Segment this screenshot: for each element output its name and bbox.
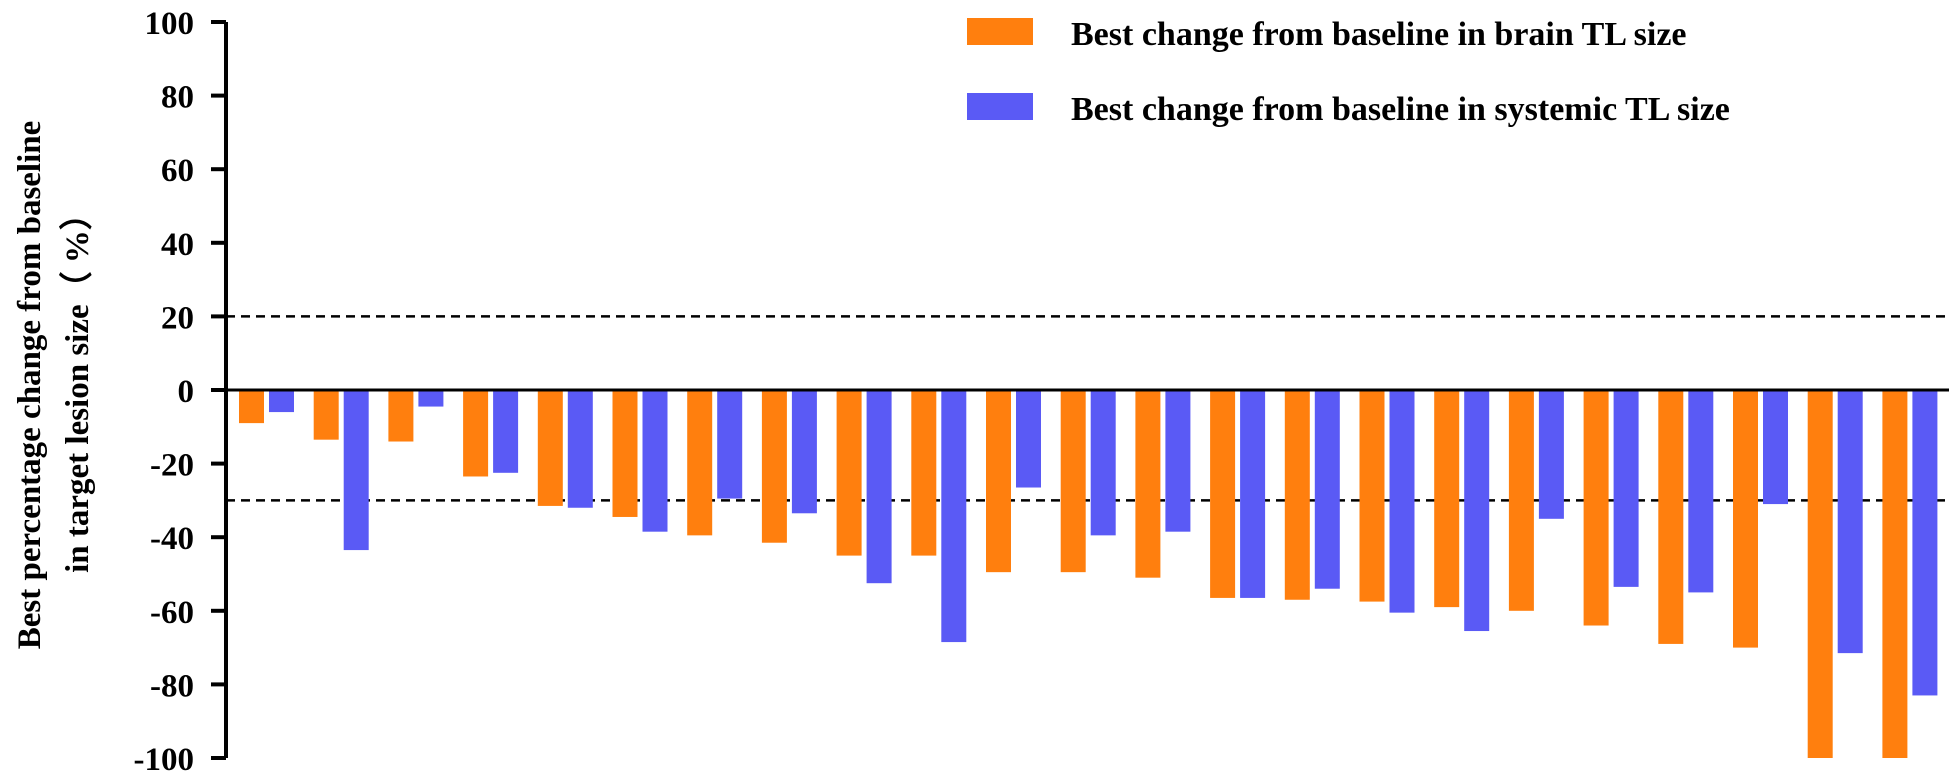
- systemic-bar: [1240, 390, 1266, 598]
- systemic-bar: [343, 390, 369, 551]
- brain-bar: [1135, 390, 1161, 578]
- brain-bar: [388, 390, 414, 442]
- systemic-bar: [717, 390, 743, 499]
- systemic-bar: [1314, 390, 1340, 589]
- systemic-bar: [1837, 390, 1863, 654]
- brain-bar: [537, 390, 563, 506]
- systemic-bar: [418, 390, 444, 407]
- systemic-bar: [493, 390, 519, 473]
- brain-bar: [1807, 390, 1833, 758]
- y-tick-label: -40: [150, 521, 194, 557]
- systemic-bar: [1165, 390, 1191, 532]
- y-tick-label: -20: [150, 448, 194, 484]
- systemic-bar: [1613, 390, 1639, 587]
- legend: Best change from baseline in brain TL si…: [967, 16, 1730, 128]
- brain-bar: [1508, 390, 1534, 611]
- brain-bar: [1060, 390, 1086, 573]
- reference-lines: [226, 315, 1949, 502]
- systemic-bar: [1763, 390, 1788, 505]
- y-tick-label: 0: [178, 374, 195, 410]
- brain-bar: [761, 390, 787, 543]
- systemic-bar: [642, 390, 668, 532]
- brain-bar: [1733, 390, 1758, 648]
- y-tick-label: 100: [145, 6, 195, 42]
- brain-bar: [612, 390, 638, 517]
- systemic-bar: [791, 390, 817, 514]
- y-tick-label: -60: [150, 595, 194, 631]
- brain-bar: [687, 390, 713, 536]
- y-tick-label: 40: [161, 227, 194, 263]
- brain-bar: [463, 390, 489, 477]
- systemic-bar: [1688, 390, 1714, 593]
- systemic-bar: [269, 390, 294, 413]
- brain-bar: [1658, 390, 1684, 644]
- brain-bar: [239, 390, 264, 424]
- systemic-bar: [941, 390, 967, 643]
- y-tick-label: 60: [161, 153, 194, 189]
- brain-bar: [1434, 390, 1460, 608]
- systemic-bar: [1389, 390, 1415, 613]
- brain-bar: [1359, 390, 1385, 602]
- brain-bar: [1583, 390, 1609, 626]
- y-axis-label-line-1: Best percentage change from baseline: [12, 121, 48, 650]
- brain-bar: [986, 390, 1011, 573]
- y-axis-label: Best percentage change from baseline in …: [12, 121, 96, 650]
- legend-label-systemic: Best change from baseline in systemic TL…: [1071, 91, 1730, 128]
- brain-bar: [836, 390, 862, 556]
- y-tick-label: 20: [161, 300, 194, 336]
- brain-bar: [911, 390, 937, 556]
- systemic-bar: [866, 390, 892, 584]
- legend-swatch-systemic: [967, 93, 1033, 120]
- systemic-bar: [1538, 390, 1564, 519]
- systemic-bar: [1912, 390, 1938, 696]
- bars: [239, 390, 1938, 758]
- brain-bar: [313, 390, 339, 440]
- legend-swatch-brain: [967, 18, 1033, 45]
- legend-label-brain: Best change from baseline in brain TL si…: [1071, 16, 1687, 53]
- brain-bar: [1284, 390, 1310, 600]
- brain-bar: [1882, 390, 1908, 758]
- y-axis-label-line-2: in target lesion size（ %）: [59, 197, 96, 573]
- systemic-bar: [1090, 390, 1116, 536]
- systemic-bar: [1016, 390, 1041, 488]
- y-tick-label: -100: [134, 742, 195, 775]
- systemic-bar: [1464, 390, 1490, 632]
- y-tick-label: 80: [161, 80, 194, 116]
- y-tick-label: -80: [150, 668, 194, 704]
- systemic-bar: [567, 390, 593, 508]
- y-axis: 100 80 60 40 20 0 -20 -40 -60 -80 -100: [134, 6, 1949, 775]
- brain-bar: [1210, 390, 1236, 598]
